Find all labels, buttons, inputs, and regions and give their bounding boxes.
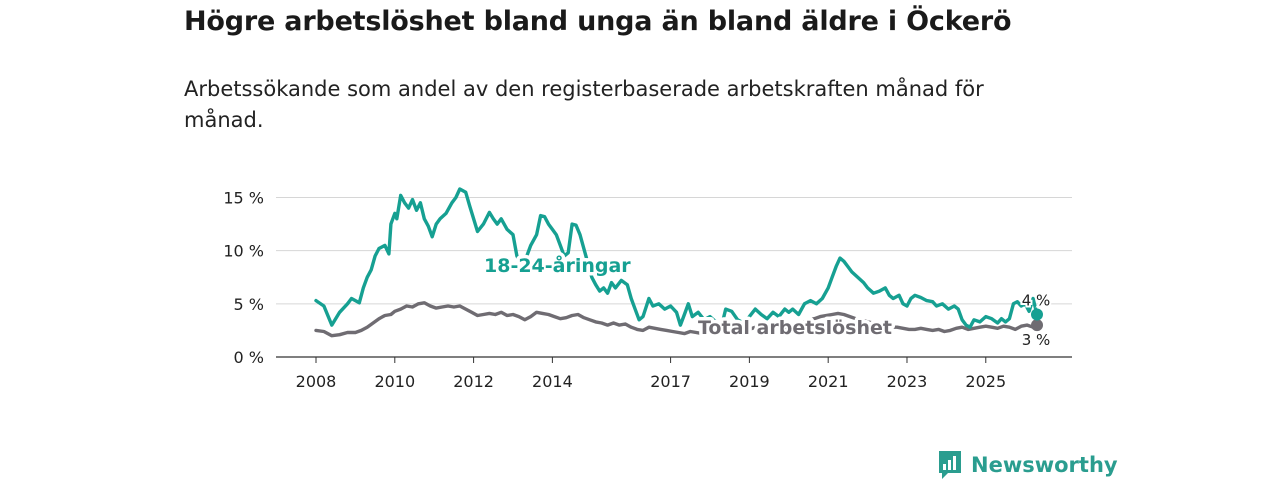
chart-title: Högre arbetslöshet bland unga än bland ä…: [184, 6, 1012, 37]
x-tick-label: 2010: [374, 372, 415, 391]
x-tick-label: 2014: [532, 372, 573, 391]
series-line: [314, 301, 1039, 338]
series-line: [314, 187, 1039, 329]
newsworthy-logo: Newsworthy: [937, 449, 1118, 481]
newsworthy-icon: [939, 451, 961, 479]
x-tick-label: 2008: [296, 372, 337, 391]
y-tick-label: 5 %: [234, 295, 264, 314]
series-name-label: 18-24-åringar: [484, 253, 631, 277]
y-tick-label: 10 %: [223, 242, 264, 261]
x-axis-ticks: 2008 2010 2012 2014 2017 2019 2021 2023 2025: [296, 357, 1006, 391]
x-tick-label: 2012: [453, 372, 494, 391]
y-axis-ticks: 0 % 5 % 10 % 15 %: [223, 189, 264, 368]
y-tick-label: 15 %: [223, 189, 264, 208]
series-end-value: 3 %: [1022, 331, 1051, 349]
x-tick-label: 2017: [650, 372, 691, 391]
x-tick-label: 2023: [887, 372, 928, 391]
brand-name: Newsworthy: [971, 453, 1118, 477]
series-end-value: 4 %: [1022, 291, 1051, 309]
series-end-marker: [1031, 308, 1043, 321]
x-tick-label: 2021: [808, 372, 849, 391]
chart-subtitle: Arbetssökande som andel av den registerb…: [184, 77, 984, 132]
series-lines: [314, 187, 1043, 338]
series-name-label: Total arbetslöshet: [698, 317, 892, 339]
series-end-marker: [1031, 319, 1043, 332]
y-tick-label: 0 %: [234, 348, 264, 367]
series-labels: 18-24-åringar 4 % Total arbetslöshet 3 %: [481, 250, 1053, 352]
x-tick-label: 2019: [729, 372, 770, 391]
x-tick-label: 2025: [965, 372, 1006, 391]
